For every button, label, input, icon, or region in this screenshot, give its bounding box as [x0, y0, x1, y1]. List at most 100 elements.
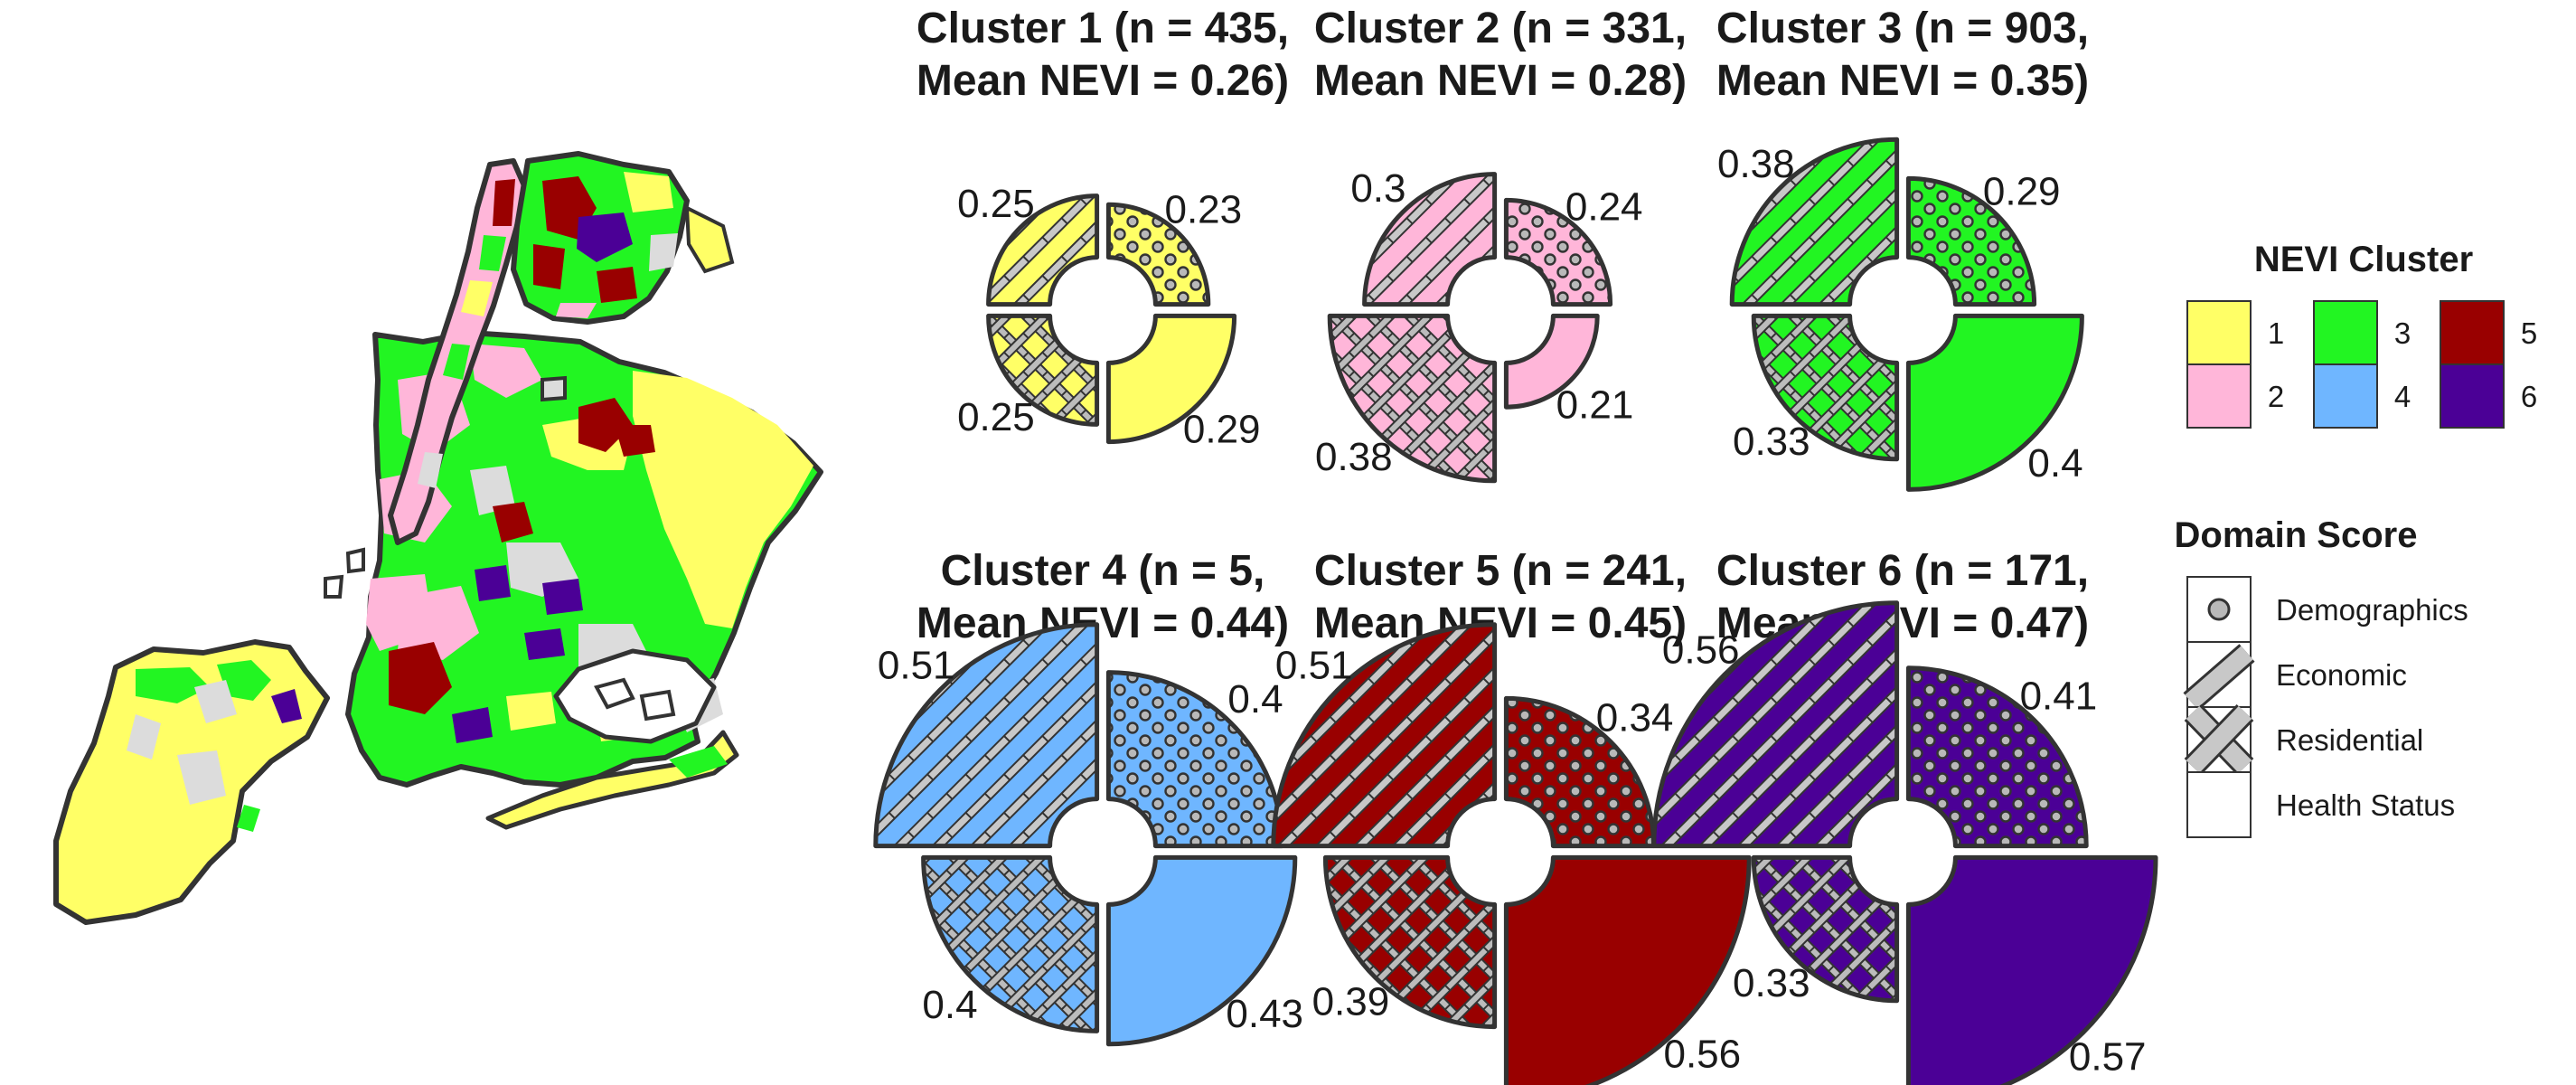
cluster-legend-swatch-3	[2313, 300, 2378, 365]
cluster-3-economic-label: 0.38	[1717, 142, 1795, 186]
cluster-4-residential-label: 0.4	[922, 983, 977, 1027]
cluster-3-health-status-label: 0.4	[2027, 441, 2082, 486]
cluster-legend-label-6: 6	[2521, 380, 2537, 413]
cluster-1-residential-segment-outline	[986, 313, 1100, 427]
cluster-5-economic-label: 0.51	[1275, 644, 1353, 688]
cluster-4-residential-segment-pattern	[923, 857, 1097, 1032]
cluster-3-chart: Cluster 3 (n = 903, Mean NEVI = 0.35) 0.38…	[1716, 5, 2089, 492]
map-region-staten-island	[53, 639, 330, 925]
cluster-1-title-line1: Cluster 1 (n = 435,	[917, 5, 1289, 52]
cluster-legend-label-4: 4	[2394, 380, 2411, 413]
cluster-3-demographics-segment-pattern	[1908, 178, 2035, 305]
cluster-legend-label-3: 3	[2394, 316, 2411, 350]
cluster-3-economic-segment-outline	[1729, 137, 1900, 307]
cluster-1-economic-segment-pattern	[988, 195, 1097, 305]
cluster-1-residential-label: 0.25	[957, 395, 1035, 439]
cluster-2-title-line2: Mean NEVI = 0.28)	[1314, 57, 1687, 105]
cluster-3-health-status-segment-outline	[1905, 313, 2084, 492]
cluster-legend-title: NEVI Cluster	[2254, 240, 2473, 279]
cluster-3-demographics-segment-outline	[1905, 175, 2037, 307]
map-region-islands	[324, 375, 567, 599]
cluster-5-health-status-segment-outline	[1503, 854, 1752, 1085]
cluster-2-economic-label: 0.3	[1350, 166, 1406, 211]
cluster-2-economic-segment-pattern	[1364, 174, 1495, 305]
cluster-5-title-line2: Mean NEVI = 0.45)	[1314, 599, 1687, 647]
cluster-legend-swatch-2	[2186, 363, 2252, 429]
cluster-5-health-status-label: 0.56	[1663, 1032, 1741, 1076]
cluster-5-title-line1: Cluster 5 (n = 241,	[1314, 547, 1687, 595]
cluster-5-health-status-segment	[1506, 857, 1750, 1085]
cluster-2-title-line1: Cluster 2 (n = 331,	[1314, 5, 1687, 52]
cluster-5-residential-segment-pattern	[1325, 857, 1495, 1027]
cluster-6-residential-segment-pattern	[1753, 857, 1897, 1001]
cluster-5-demographics-segment-outline	[1503, 695, 1657, 849]
map-region-manhattan	[388, 158, 529, 545]
cluster-3-title-line1: Cluster 3 (n = 903,	[1716, 5, 2089, 52]
cluster-1-economic-segment-outline	[986, 193, 1100, 307]
domain-legend-label-residential: Residential	[2276, 723, 2423, 757]
cluster-1-economic-label: 0.25	[957, 182, 1035, 226]
cluster-1-demographics-segment-outline	[1105, 202, 1211, 307]
domain-legend-label-economic: Economic	[2276, 658, 2407, 692]
cluster-6-demographics-segment-pattern	[1908, 667, 2087, 846]
cluster-2-health-status-segment	[1506, 316, 1598, 408]
cluster-4-title-line1: Cluster 4 (n = 5,	[941, 547, 1265, 595]
cluster-3-residential-label: 0.33	[1733, 420, 1810, 464]
cluster-3-residential-segment-outline	[1751, 313, 1900, 462]
cluster-2-residential-segment-pattern	[1330, 316, 1495, 481]
cluster-4-economic-segment-pattern	[875, 624, 1097, 846]
cluster-4-demographics-segment-pattern	[1108, 672, 1283, 846]
cluster-legend-swatch-5	[2440, 300, 2505, 365]
cluster-1-demographics-segment-pattern	[1108, 204, 1208, 305]
cluster-4-health-status-segment-outline	[1105, 854, 1298, 1047]
cluster-3-health-status-segment	[1908, 316, 2082, 490]
cluster-2-chart: Cluster 2 (n = 331, Mean NEVI = 0.28) 0.3 0…	[1314, 5, 1687, 484]
cluster-4-demographics-label: 0.4	[1227, 677, 1283, 722]
domain-legend-title: Domain Score	[2175, 515, 2418, 555]
domain-legend-key-economic	[2183, 641, 2255, 711]
cluster-6-residential-segment-outline	[1751, 854, 1900, 1004]
map-region-bronx	[511, 151, 735, 325]
cluster-legend-swatch-4	[2313, 363, 2378, 429]
cluster-1-health-status-label: 0.29	[1183, 408, 1261, 452]
map-region-brooklyn-queens	[345, 330, 823, 830]
cluster-6-demographics-label: 0.41	[2020, 675, 2098, 719]
cluster-legend-label-5: 5	[2521, 316, 2537, 350]
cluster-6-demographics-segment-outline	[1905, 665, 2089, 849]
cluster-4-economic-label: 0.51	[878, 644, 955, 688]
domain-legend-key-health-status	[2186, 771, 2252, 838]
cluster-3-residential-segment-pattern	[1753, 316, 1897, 459]
nyc-cluster-map	[53, 151, 823, 925]
cluster-3-economic-segment-pattern	[1732, 139, 1897, 305]
domain-legend-label-health-status: Health Status	[2276, 788, 2455, 822]
cluster-2-demographics-label: 0.24	[1565, 184, 1643, 229]
cluster-4-economic-segment-outline	[873, 622, 1100, 849]
cluster-4-health-status-label: 0.43	[1226, 992, 1303, 1036]
cluster-1-residential-segment-pattern	[988, 316, 1097, 425]
cluster-5-chart: Cluster 5 (n = 241,Mean NEVI = 0.45)0.51…	[1271, 547, 1752, 1085]
cluster-legend-swatch-1	[2186, 300, 2252, 365]
cluster-6-economic-label: 0.56	[1662, 628, 1740, 673]
cluster-5-residential-segment-outline	[1322, 854, 1498, 1030]
cluster-5-residential-label: 0.39	[1312, 980, 1390, 1024]
domain-legend-label-demographics: Demographics	[2276, 593, 2468, 627]
cluster-4-title-line2: Mean NEVI = 0.44)	[917, 599, 1289, 647]
cluster-5-demographics-label: 0.34	[1596, 695, 1674, 740]
cluster-1-health-status-segment	[1108, 316, 1235, 442]
cluster-1-chart: Cluster 1 (n = 435, Mean NEVI = 0.26) 0.25…	[917, 5, 1289, 452]
cluster-6-health-status-segment-outline	[1905, 854, 2158, 1085]
cluster-legend: NEVI Cluster 1 2 3 4 5 6	[2186, 240, 2537, 429]
cluster-legend-label-2: 2	[2268, 380, 2284, 413]
cluster-3-demographics-label: 0.29	[1983, 169, 2061, 213]
cluster-4-residential-segment-outline	[921, 854, 1100, 1033]
cluster-6-economic-segment-outline	[1651, 600, 1900, 849]
cluster-4-chart: Cluster 4 (n = 5,Mean NEVI = 0.44)0.51 0.…	[873, 547, 1303, 1047]
cluster-legend-label-1: 1	[2268, 316, 2284, 350]
cluster-4-health-status-segment	[1108, 857, 1295, 1044]
cluster-1-demographics-label: 0.23	[1164, 188, 1242, 232]
cluster-legend-swatch-6	[2440, 363, 2505, 429]
domain-legend: Domain Score Demographics Economic Residen…	[2175, 515, 2468, 838]
cluster-2-health-status-label: 0.21	[1556, 383, 1634, 428]
cluster-2-demographics-segment-pattern	[1506, 200, 1611, 305]
